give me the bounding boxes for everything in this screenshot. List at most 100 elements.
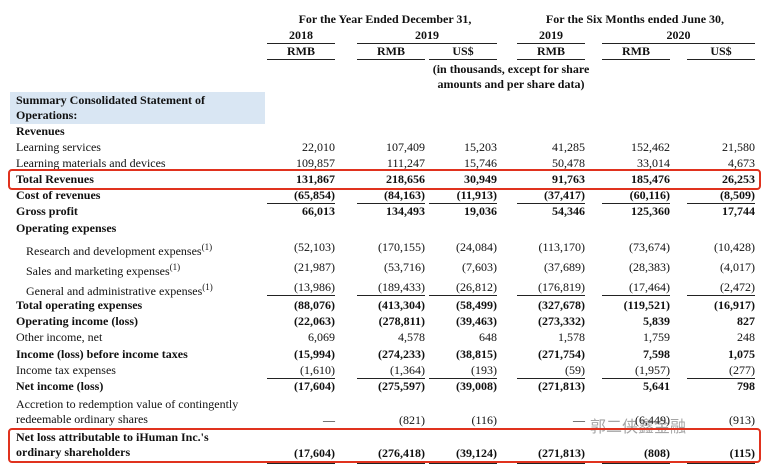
row-label: Total operating expenses — [16, 298, 142, 313]
cell-value: (1,957) — [602, 363, 670, 379]
cell-value: 5,641 — [643, 379, 670, 393]
cell-value: (65,854) — [267, 188, 335, 204]
cell-value: 4,673 — [728, 156, 755, 170]
row-label-text: Income tax expenses — [16, 363, 116, 377]
row-label-text: Net income (loss) — [16, 379, 104, 393]
cell-value: (11,913) — [429, 188, 497, 204]
period-header: For the Year Ended December 31, — [298, 12, 472, 26]
cell-value: 17,744 — [722, 204, 755, 218]
row-label: Learning services — [16, 140, 101, 155]
year-header: 2020 — [602, 28, 755, 44]
row-label: Operating income (loss) — [16, 314, 138, 329]
row-label: Sales and marketing expenses(1) — [26, 260, 180, 279]
row-label-text: Total operating expenses — [16, 298, 143, 312]
cell-value: (17,604) — [294, 379, 335, 393]
row-label: Research and development expenses(1) — [26, 240, 212, 259]
cell-value: (16,917) — [714, 298, 755, 312]
row-label-text: Learning materials and devices — [16, 156, 166, 170]
currency-header: RMB — [267, 44, 335, 60]
row-label-text: General and administrative expenses — [26, 284, 203, 298]
row-label: Cost of revenues — [16, 188, 100, 203]
cell-value: (52,103) — [294, 240, 335, 254]
row-label: Learning materials and devices — [16, 156, 166, 171]
row-label-text: Other income, net — [16, 330, 103, 344]
cell-value: (189,433) — [357, 280, 425, 296]
cell-value: — — [323, 413, 335, 427]
cell-value: 22,010 — [302, 140, 335, 154]
cell-value: (821) — [399, 413, 425, 427]
cell-value: 134,493 — [386, 204, 425, 218]
cell-value: 6,069 — [308, 330, 335, 344]
cell-value: 125,360 — [631, 204, 670, 218]
row-label-text: Research and development expenses — [26, 244, 202, 258]
cell-value: 15,203 — [464, 140, 497, 154]
cell-value: 1,075 — [728, 347, 755, 361]
row-label-text: Net loss attributable to iHuman Inc.'s o… — [16, 430, 209, 459]
cell-value: (39,008) — [456, 379, 497, 393]
cell-value: 7,598 — [643, 347, 670, 361]
cell-value: (1,610) — [267, 363, 335, 379]
cell-value: (28,383) — [629, 260, 670, 274]
cell-value: (24,084) — [456, 240, 497, 254]
row-label-text: Operating expenses — [16, 221, 117, 235]
highlight-box — [8, 169, 761, 190]
cell-value: (4,017) — [720, 260, 755, 274]
cell-value: (38,815) — [456, 347, 497, 361]
cell-value: (53,716) — [384, 260, 425, 274]
row-label-text: Cost of revenues — [16, 188, 101, 202]
cell-value: 91,763 — [552, 172, 585, 186]
unit-note: (in thousands, except for share amounts … — [432, 62, 590, 91]
row-label-text: Learning services — [16, 140, 101, 154]
section-band — [10, 92, 265, 124]
watermark: 郭二侠鑫金融 — [590, 417, 687, 436]
year-header: 2018 — [267, 28, 335, 44]
cell-value: (84,163) — [357, 188, 425, 204]
footnote-ref: (1) — [201, 242, 213, 252]
cell-value: (271,813) — [538, 379, 585, 393]
cell-value: 54,346 — [552, 204, 585, 218]
footnote-ref: (1) — [202, 282, 213, 292]
row-label-text: Summary Consolidated Statement of Operat… — [16, 93, 205, 122]
row-label-text: Operating income (loss) — [16, 314, 138, 328]
row-label: Net loss attributable to iHuman Inc.'s o… — [16, 430, 246, 460]
cell-value: (8,509) — [687, 188, 755, 204]
cell-value: (17,464) — [602, 280, 670, 296]
cell-value: 33,014 — [637, 156, 670, 170]
cell-value: 1,578 — [558, 330, 585, 344]
period-header: For the Six Months ended June 30, — [545, 12, 725, 26]
cell-value: (73,674) — [629, 240, 670, 254]
cell-value: 152,462 — [631, 140, 670, 154]
cell-value: (88,076) — [294, 298, 335, 312]
cell-value: (6,449) — [635, 413, 670, 427]
cell-value: (22,063) — [294, 314, 335, 328]
row-label: Gross profit — [16, 204, 78, 219]
cell-value: (37,689) — [544, 260, 585, 274]
row-label: Income (loss) before income taxes — [16, 347, 188, 362]
cell-value: (59) — [517, 363, 585, 379]
cell-value: — — [573, 413, 585, 427]
cell-value: (21,987) — [294, 260, 335, 274]
cell-value: (37,417) — [517, 188, 585, 204]
currency-header: US$ — [687, 44, 755, 60]
cell-value: (116) — [471, 413, 497, 427]
row-label: Summary Consolidated Statement of Operat… — [16, 93, 231, 123]
cell-value: 798 — [737, 379, 755, 393]
row-label: Accretion to redemption value of conting… — [16, 397, 246, 427]
cell-value: (275,597) — [378, 379, 425, 393]
cell-value: (1,364) — [357, 363, 425, 379]
row-label-text: Sales and marketing expenses — [26, 264, 170, 278]
currency-header: RMB — [602, 44, 670, 60]
row-label: Net income (loss) — [16, 379, 103, 394]
currency-header: RMB — [357, 44, 425, 60]
row-label: Revenues — [16, 124, 65, 139]
cell-value: (327,678) — [538, 298, 585, 312]
cell-value: (170,155) — [378, 240, 425, 254]
cell-value: (15,994) — [294, 347, 335, 361]
cell-value: (7,603) — [462, 260, 497, 274]
row-label: Other income, net — [16, 330, 102, 345]
cell-value: (274,233) — [378, 347, 425, 361]
row-label-text: Income (loss) before income taxes — [16, 347, 188, 361]
cell-value: 131,867 — [296, 172, 335, 186]
row-label: Income tax expenses — [16, 363, 116, 378]
